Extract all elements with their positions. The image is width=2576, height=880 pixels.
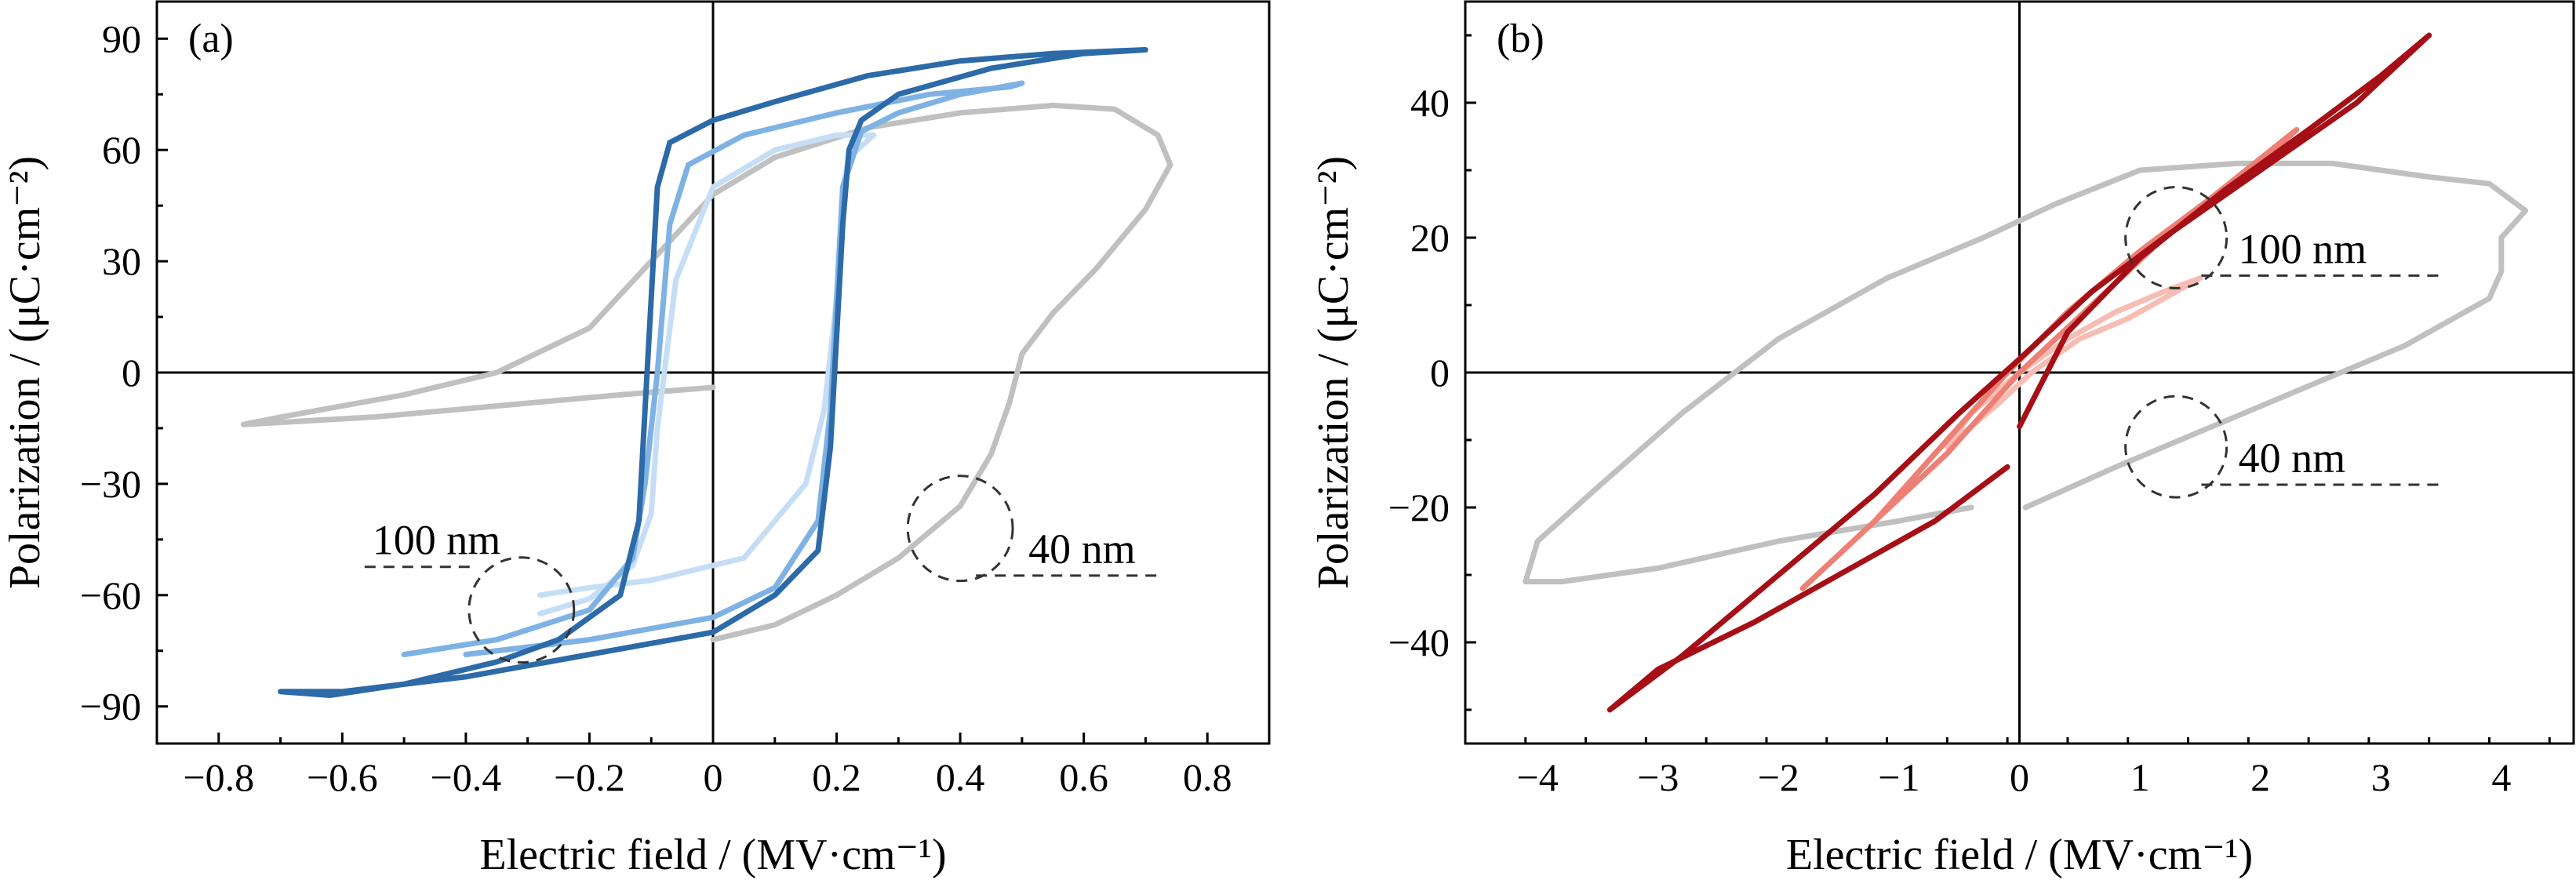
series-layer-b — [1523, 32, 2529, 713]
annotations-a: 100 nm 40 nm — [364, 475, 1165, 664]
series-line-a-4 — [278, 47, 1148, 698]
series-line-b-1 — [1523, 160, 2529, 585]
annotations-b: 100 nm 40 nm — [2124, 185, 2443, 499]
x-tick-label: 0.2 — [812, 755, 861, 799]
x-axis-title-a: Electric field / (MV·cm⁻¹) — [479, 831, 946, 879]
series-line-b-4 — [1606, 32, 2432, 713]
y-tick-label: 30 — [102, 239, 141, 283]
y-tick-label: −40 — [1388, 620, 1450, 664]
annotation-label-a-1: 100 nm — [373, 517, 501, 564]
annotation-circle-b-1 — [2124, 185, 2229, 290]
series-line-b-3 — [1799, 126, 2300, 591]
x-tick-label: 0.6 — [1059, 755, 1108, 799]
y-tick-label: 0 — [1430, 351, 1450, 395]
y-tick-label: 40 — [1410, 81, 1450, 125]
y-tick-label: −90 — [80, 685, 141, 729]
ticks-a: −0.8 −0.6 −0.4 −0.2 0 0.2 0.4 0.6 0.8 −90 −60 −30 0 3… — [80, 16, 1271, 799]
y-tick-label: 90 — [102, 16, 141, 60]
x-tick-label: 0.4 — [936, 755, 985, 799]
x-tick-label: −0.2 — [554, 755, 625, 799]
annotation-circle-a-2 — [906, 475, 1014, 583]
x-tick-label: −2 — [1758, 755, 1799, 799]
annotation-label-b-1: 100 nm — [2239, 225, 2367, 272]
annotation-label-b-2: 40 nm — [2239, 435, 2346, 482]
panel-label-b: (b) — [1497, 16, 1545, 61]
y-tick-label: −20 — [1388, 485, 1450, 529]
panel-a: 100 nm 40 nm −0.8 −0.6 −0.4 −0.2 0 0.2 0.4 0.6 0.… — [1, 0, 1271, 879]
y-tick-label: −30 — [80, 462, 141, 506]
x-tick-label: 0 — [2010, 755, 2029, 799]
ticks-b: −4 −3 −2 −1 0 1 2 3 4 −40 −20 0 20 40 — [1388, 34, 2551, 799]
series-layer-a — [240, 47, 1173, 698]
x-axis-title-b: Electric field / (MV·cm⁻¹) — [1786, 831, 2253, 879]
y-tick-label: 0 — [122, 351, 141, 395]
panel-b: 100 nm 40 nm −4 −3 −2 −1 0 1 2 3 4 −40 −20 0 20 40 (b)… — [1309, 0, 2575, 879]
x-tick-label: 4 — [2491, 755, 2511, 799]
x-tick-label: −3 — [1637, 755, 1679, 799]
x-tick-label: −1 — [1878, 755, 1919, 799]
x-tick-label: 2 — [2250, 755, 2270, 799]
annotation-circle-b-2 — [2124, 395, 2229, 499]
y-axis-title-a: Polarization / (μC·cm⁻²) — [1, 156, 49, 589]
x-tick-label: −0.6 — [307, 755, 378, 799]
x-tick-label: 3 — [2371, 755, 2391, 799]
y-tick-label: 20 — [1410, 216, 1450, 260]
annotation-circle-a-1 — [468, 556, 576, 664]
series-line-a-1 — [240, 102, 1173, 643]
annotation-label-a-2: 40 nm — [1028, 525, 1136, 573]
x-tick-label: 0.8 — [1183, 755, 1232, 799]
y-tick-label: 60 — [102, 128, 141, 172]
panel-label-a: (a) — [188, 16, 234, 61]
x-tick-label: 1 — [2130, 755, 2150, 799]
y-tick-label: −60 — [80, 573, 141, 617]
x-tick-label: −0.4 — [431, 755, 502, 799]
x-tick-label: −4 — [1517, 755, 1559, 799]
series-line-a-2 — [537, 132, 877, 616]
x-tick-label: 0 — [704, 755, 723, 799]
y-axis-title-b: Polarization / (μC·cm⁻²) — [1309, 156, 1358, 589]
x-tick-label: −0.8 — [183, 755, 254, 799]
